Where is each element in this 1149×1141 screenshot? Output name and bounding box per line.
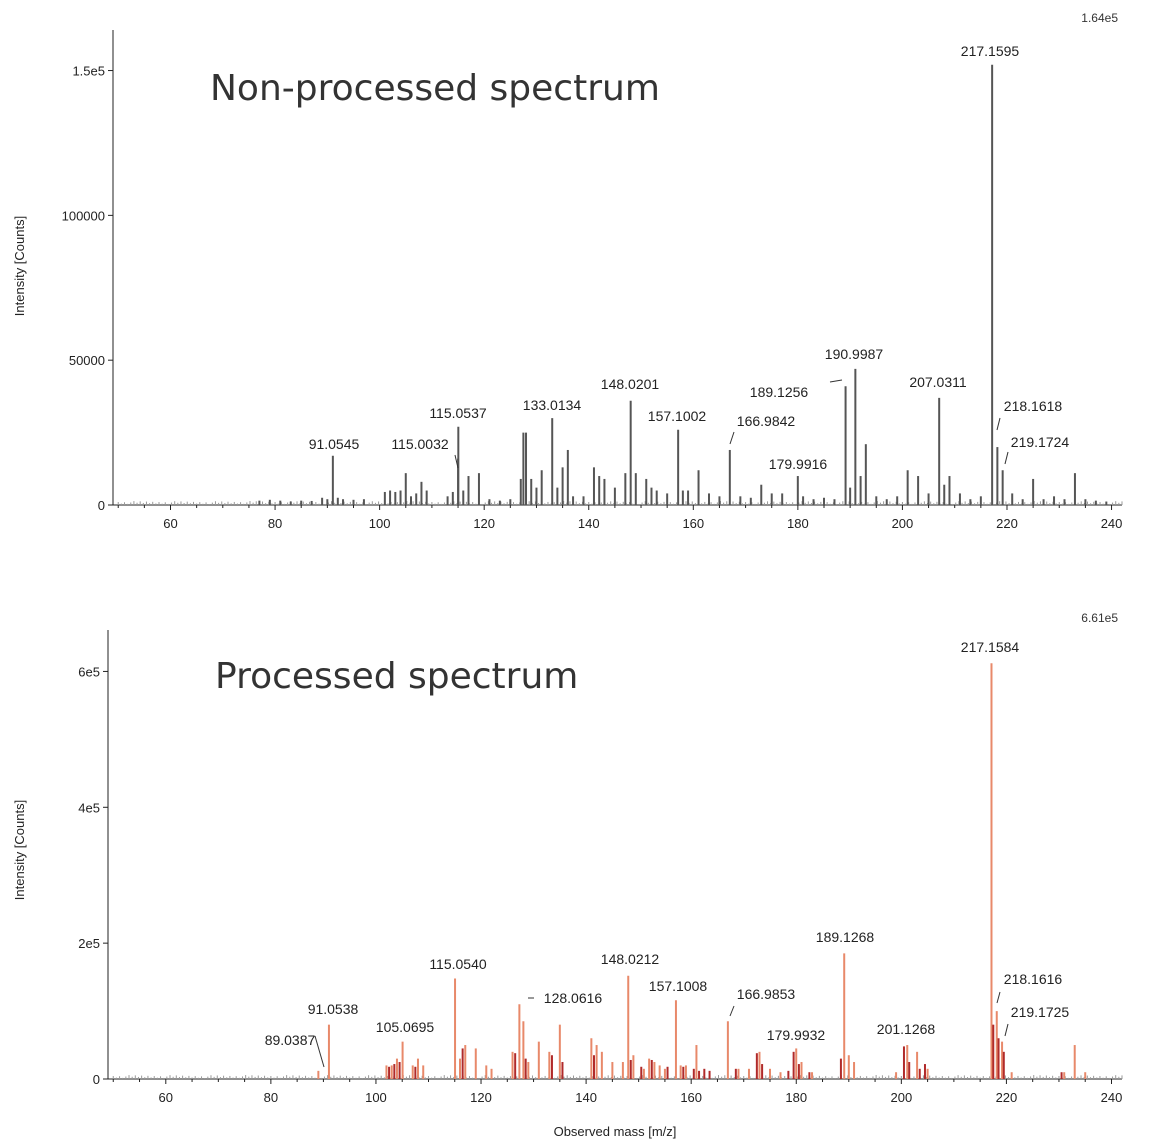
peak-label: 189.1256 — [750, 384, 809, 400]
peak-label-leader — [996, 991, 1001, 1004]
peak-label: 91.0545 — [309, 436, 360, 452]
x-tick-label: 200 — [890, 1090, 912, 1105]
peak-label: 201.1268 — [877, 1021, 936, 1037]
peak-label-leader — [454, 454, 459, 469]
peak-label: 133.0134 — [523, 397, 582, 413]
peak-series — [258, 64, 1108, 505]
peak-label: 218.1616 — [1004, 971, 1063, 987]
peak-label: 157.1002 — [648, 408, 707, 424]
y-tick-label: 4e5 — [78, 800, 100, 815]
x-tick-label: 200 — [892, 516, 914, 531]
x-tick-label: 120 — [470, 1090, 492, 1105]
x-tick-label: 240 — [1101, 1090, 1123, 1105]
peak-label: 105.0695 — [376, 1019, 435, 1035]
peak-label: 219.1725 — [1011, 1004, 1070, 1020]
x-tick-label: 80 — [268, 516, 282, 531]
y-axis-label: Intensity [Counts] — [12, 216, 27, 316]
peak-label: 217.1595 — [961, 43, 1020, 59]
peak-label: 219.1724 — [1011, 434, 1070, 450]
peak-label: 207.0311 — [909, 374, 967, 390]
x-tick-label: 80 — [264, 1090, 278, 1105]
y-tick-label: 2e5 — [78, 936, 100, 951]
y-tick-label: 50000 — [69, 353, 105, 368]
peak-label: 91.0538 — [308, 1001, 359, 1017]
x-tick-label: 160 — [682, 516, 704, 531]
x-tick-label: 220 — [996, 1090, 1018, 1105]
x-tick-label: 220 — [996, 516, 1018, 531]
peak-label: 115.0540 — [429, 956, 487, 972]
peak-label: 189.1268 — [816, 929, 875, 945]
y-tick-label: 1.5e5 — [72, 64, 105, 79]
peak-label-leader — [1004, 451, 1009, 465]
peak-label: 115.0537 — [429, 405, 487, 421]
x-axis-label: Observed mass [m/z] — [554, 1124, 677, 1139]
x-tick-label: 100 — [365, 1090, 387, 1105]
peak-label: 128.0616 — [544, 990, 603, 1006]
peak-label: 190.9987 — [825, 346, 884, 362]
chart-title: Non-processed spectrum — [210, 68, 660, 109]
peak-label-leader — [729, 1005, 735, 1017]
y-tick-label: 0 — [93, 1072, 100, 1087]
peak-label: 218.1618 — [1004, 398, 1063, 414]
peak-label-leader — [996, 417, 1001, 431]
peak-label: 157.1008 — [649, 978, 708, 994]
peak-label-leader — [314, 1035, 325, 1068]
peak-series — [317, 663, 1087, 1079]
x-tick-label: 60 — [163, 516, 177, 531]
processed-spectrum-panel: 60 80 100 120 140 160 180 200 220 240 0 2e5 4e5 6e5 89… — [12, 611, 1123, 1139]
peak-label: 217.1584 — [961, 639, 1020, 655]
peak-label-leader — [1004, 1023, 1009, 1037]
peak-label: 179.9916 — [769, 456, 828, 472]
peak-label-leader — [729, 431, 735, 445]
peak-label: 179.9932 — [767, 1027, 826, 1043]
peak-label: 148.0212 — [601, 951, 660, 967]
peak-label: 115.0032 — [391, 436, 449, 452]
baseline-noise — [112, 1075, 1123, 1079]
y-axis-label: Intensity [Counts] — [12, 800, 27, 900]
x-tick-label: 60 — [159, 1090, 173, 1105]
baseline-noise — [117, 501, 1123, 505]
peak-series — [388, 1024, 1063, 1079]
scale-max-label: 6.61e5 — [1081, 611, 1118, 625]
x-tick-label: 140 — [575, 1090, 597, 1105]
x-tick-label: 140 — [578, 516, 600, 531]
peak-label: 166.9853 — [737, 986, 796, 1002]
x-tick-label: 100 — [369, 516, 391, 531]
peak-label: 89.0387 — [265, 1032, 316, 1048]
x-tick-label: 120 — [473, 516, 495, 531]
x-tick-label: 180 — [787, 516, 809, 531]
peak-label: 166.9842 — [737, 413, 796, 429]
y-tick-label: 100000 — [62, 208, 105, 223]
scale-max-label: 1.64e5 — [1081, 11, 1118, 25]
peak-label-leader — [829, 379, 843, 383]
x-tick-label: 240 — [1101, 516, 1123, 531]
y-tick-label: 6e5 — [78, 664, 100, 679]
peak-label: 148.0201 — [601, 376, 660, 392]
chart-title: Processed spectrum — [215, 656, 578, 697]
y-tick-label: 0 — [98, 498, 105, 513]
x-tick-label: 180 — [785, 1090, 807, 1105]
x-tick-label: 160 — [680, 1090, 702, 1105]
non-processed-spectrum-panel: 60 80 100 120 140 160 180 200 220 240 0 50000 100000… — [12, 11, 1123, 531]
